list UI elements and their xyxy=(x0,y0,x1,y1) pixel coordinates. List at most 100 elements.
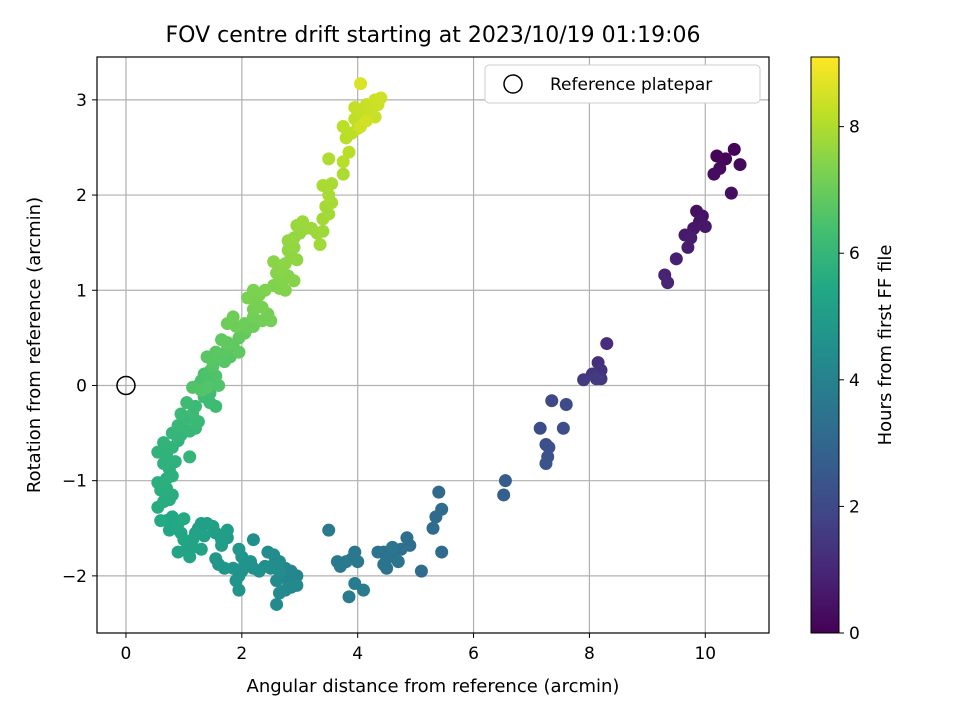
data-point xyxy=(336,167,350,181)
y-tick-label: 3 xyxy=(76,91,87,111)
data-point xyxy=(325,177,339,191)
x-tick-label: 6 xyxy=(468,644,479,664)
legend-box xyxy=(484,64,761,104)
data-point xyxy=(246,283,260,297)
data-point xyxy=(354,77,368,91)
data-point xyxy=(171,545,185,559)
data-point xyxy=(556,421,570,435)
x-tick-label: 4 xyxy=(352,644,363,664)
data-point xyxy=(255,300,269,314)
data-point xyxy=(669,252,683,266)
colorbar xyxy=(810,56,840,634)
data-point xyxy=(533,421,547,435)
data-point xyxy=(322,523,336,537)
colorbar-tick-label: 0 xyxy=(849,624,860,644)
data-point xyxy=(727,142,741,156)
data-point xyxy=(232,345,246,359)
legend-reference-marker xyxy=(503,74,523,94)
data-point xyxy=(226,310,240,324)
data-point xyxy=(429,510,443,524)
data-point xyxy=(316,224,330,238)
data-point xyxy=(209,399,223,413)
data-point xyxy=(209,345,223,359)
data-point xyxy=(497,488,511,502)
data-point xyxy=(270,597,284,611)
data-point xyxy=(661,276,675,290)
data-point xyxy=(177,512,191,526)
data-point xyxy=(220,336,234,350)
data-point xyxy=(385,540,399,554)
data-point xyxy=(426,521,440,535)
data-point xyxy=(209,552,223,566)
axis-ticks: 0 2 4 6 8 10 −2 −1 0 1 2 3 xyxy=(62,91,716,664)
data-point xyxy=(229,574,243,588)
colorbar-tick-label: 2 xyxy=(849,497,860,517)
data-point xyxy=(174,407,188,421)
data-point xyxy=(577,373,591,387)
data-point xyxy=(681,240,695,254)
data-point xyxy=(183,550,197,564)
y-tick-label: −2 xyxy=(62,567,87,587)
data-point xyxy=(498,474,512,488)
x-tick-label: 8 xyxy=(584,644,595,664)
y-axis-label: Rotation from reference (arcmin) xyxy=(24,197,45,493)
data-point xyxy=(154,514,168,528)
data-point xyxy=(351,555,365,569)
data-point xyxy=(348,100,362,114)
data-point xyxy=(336,155,350,169)
data-point xyxy=(733,158,747,172)
reference-platepar-marker xyxy=(116,375,136,396)
data-point xyxy=(180,396,194,410)
data-point xyxy=(267,255,281,269)
data-point xyxy=(197,529,211,543)
data-point xyxy=(272,586,286,600)
colorbar-tick-label: 6 xyxy=(849,244,860,264)
x-tick-label: 2 xyxy=(236,644,247,664)
data-point xyxy=(698,219,712,233)
data-point xyxy=(600,337,614,351)
data-point xyxy=(157,436,171,450)
data-point xyxy=(232,542,246,556)
data-point xyxy=(414,564,428,578)
colorbar-tick-label: 8 xyxy=(849,118,860,138)
colorbar-tick-label: 4 xyxy=(849,371,860,391)
data-point xyxy=(290,253,304,267)
x-tick-label: 10 xyxy=(694,644,716,664)
data-point xyxy=(287,274,301,288)
data-point xyxy=(215,538,229,552)
data-point xyxy=(432,485,446,499)
legend-label-reference-platepar: Reference platepar xyxy=(550,75,712,95)
chart-title: FOV centre drift starting at 2023/10/19 … xyxy=(166,23,701,48)
data-point xyxy=(322,188,336,202)
data-point xyxy=(359,114,373,128)
data-point xyxy=(435,545,449,559)
data-point xyxy=(200,380,214,394)
data-point xyxy=(707,167,721,181)
data-point xyxy=(380,561,394,575)
data-point xyxy=(342,590,356,604)
data-point xyxy=(220,523,234,537)
data-point xyxy=(539,457,553,471)
y-tick-label: 0 xyxy=(76,376,87,396)
colorbar-label: Hours from first FF file xyxy=(875,245,896,446)
data-point xyxy=(290,578,304,592)
data-point xyxy=(724,186,738,200)
data-point xyxy=(719,152,733,166)
data-point xyxy=(559,398,573,412)
plot-frame xyxy=(96,56,770,634)
data-point xyxy=(333,559,347,573)
x-tick-label: 0 xyxy=(121,644,132,664)
colorbar-ticks: 0 2 4 6 8 xyxy=(839,118,860,644)
x-axis-label: Angular distance from reference (arcmin) xyxy=(247,676,620,697)
data-point xyxy=(261,545,275,559)
data-point xyxy=(183,450,197,464)
data-point xyxy=(246,533,260,547)
y-tick-label: 2 xyxy=(76,186,87,206)
data-point xyxy=(342,145,356,159)
data-point xyxy=(374,91,388,105)
data-point xyxy=(322,152,336,166)
points-layer xyxy=(151,77,747,611)
data-point xyxy=(542,440,556,454)
